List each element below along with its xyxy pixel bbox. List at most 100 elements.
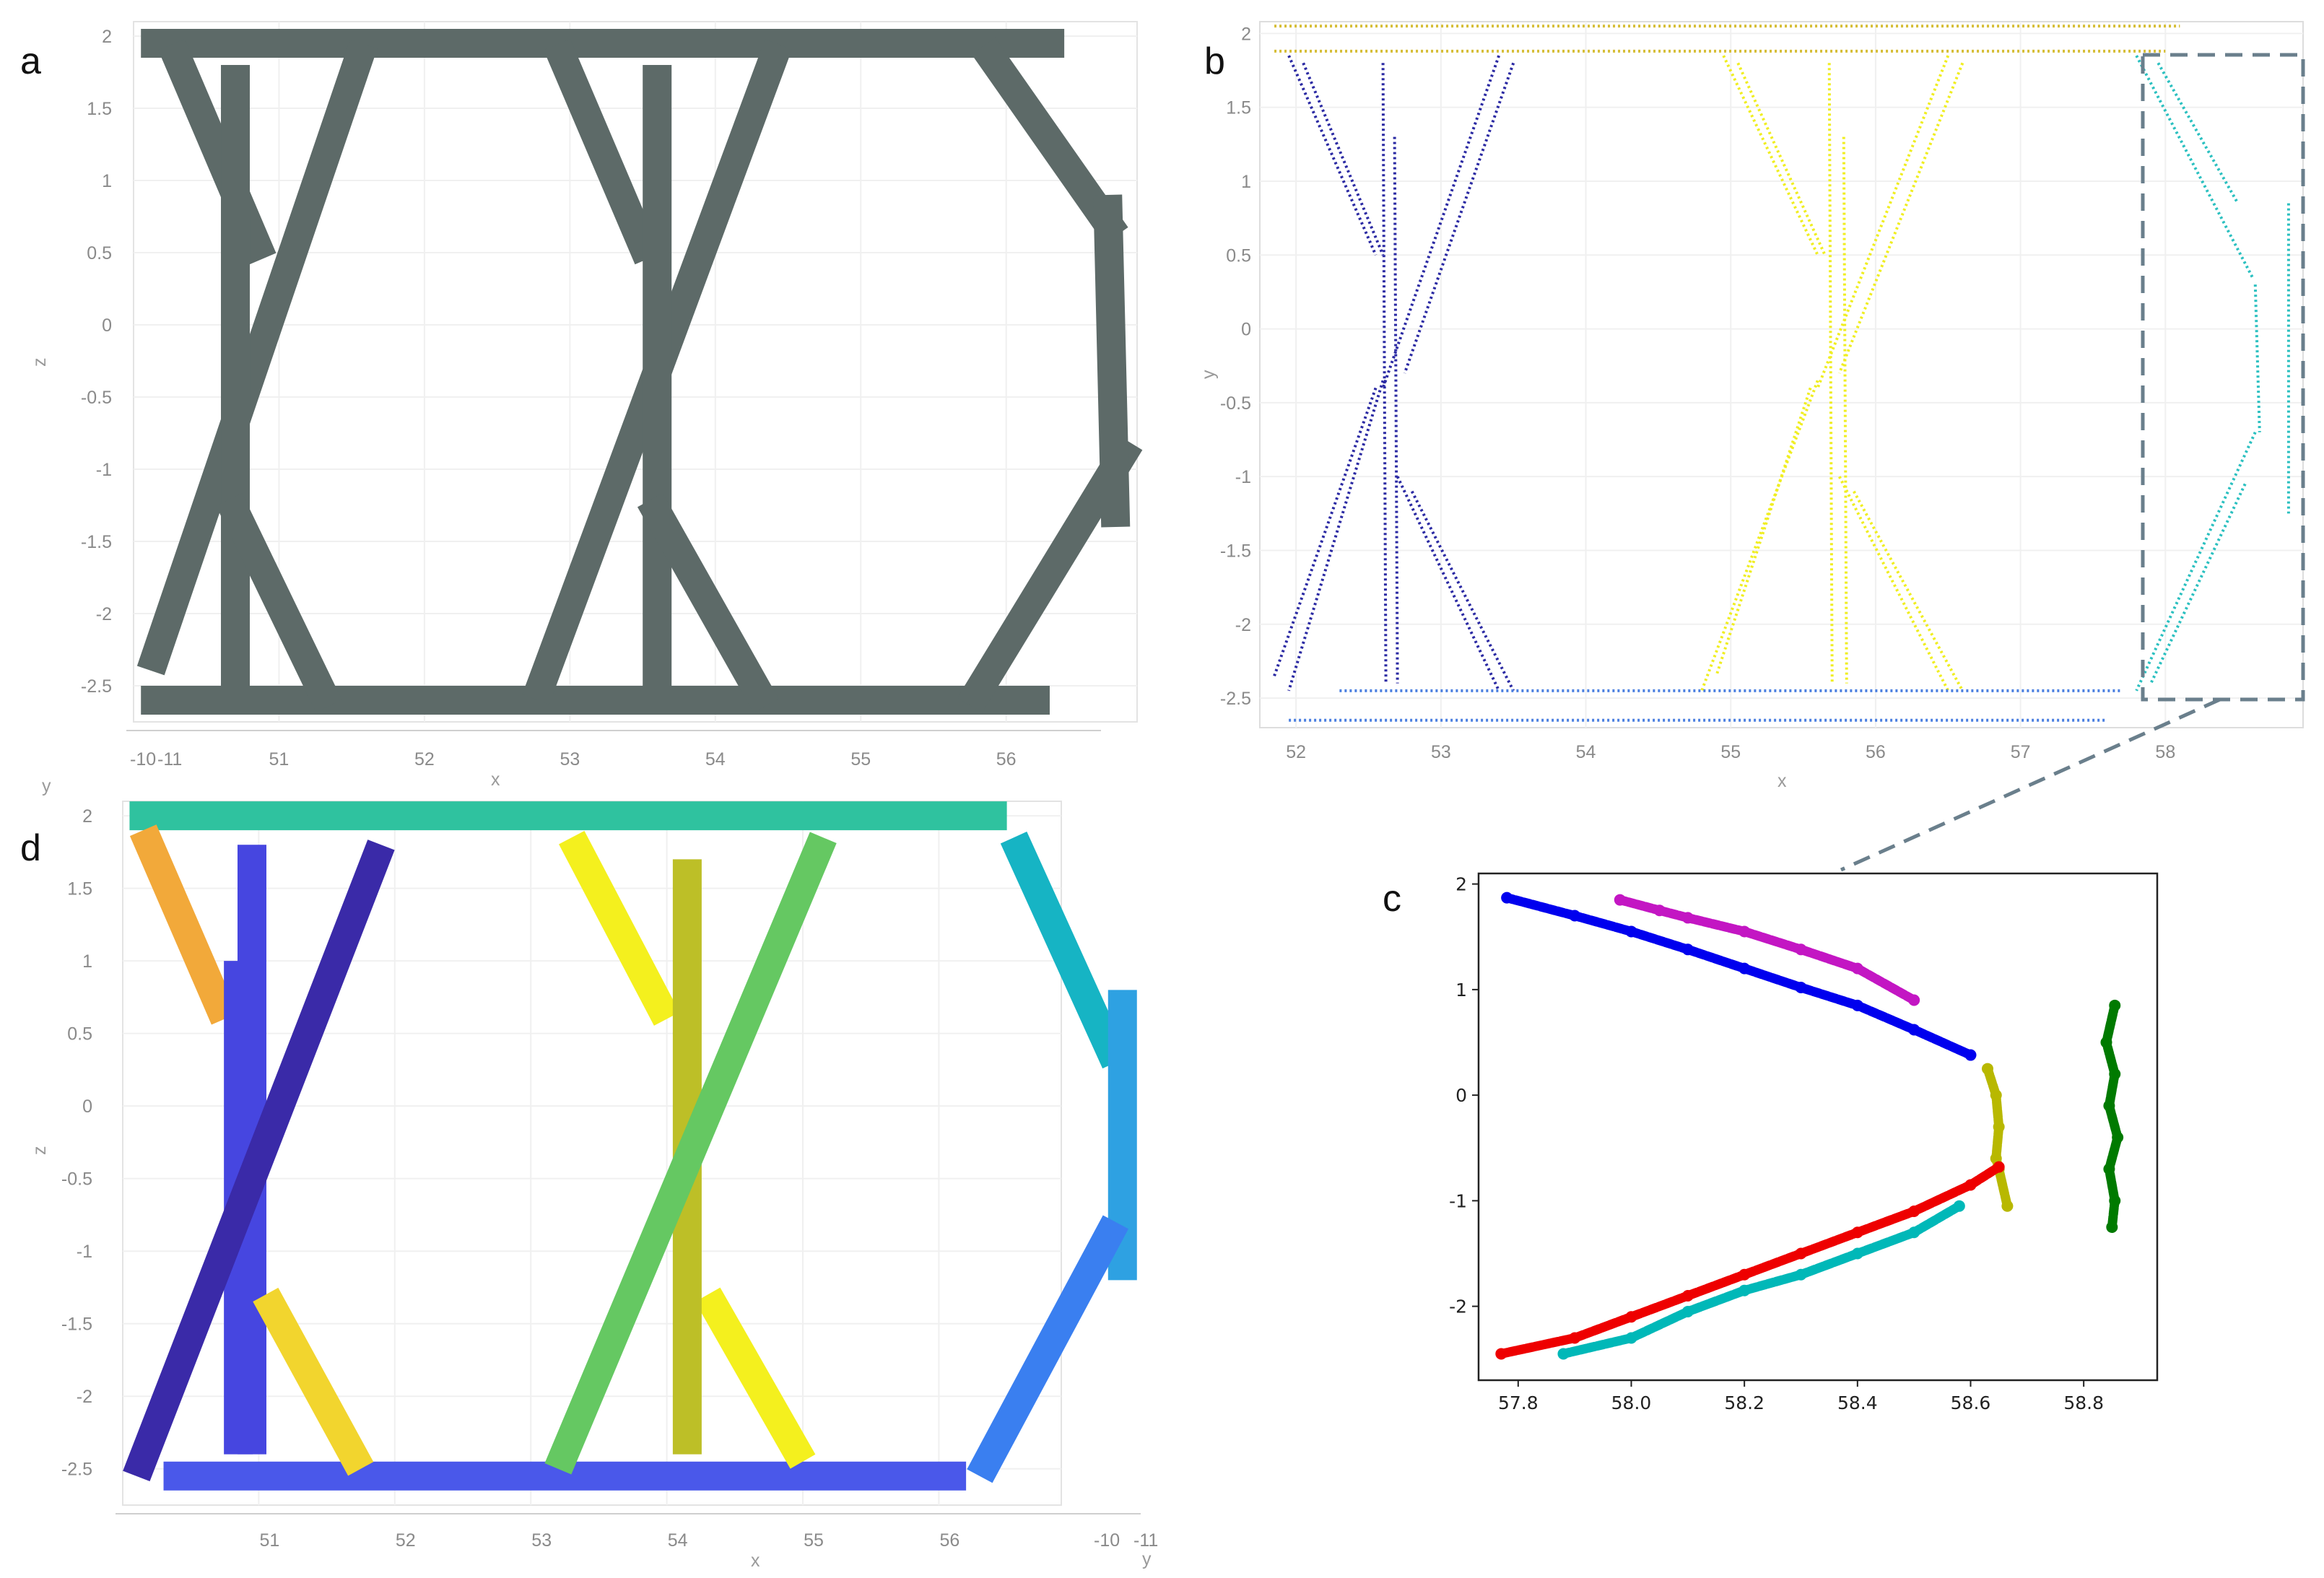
zoom-connector bbox=[1840, 697, 2221, 872]
panel-a-y-tick: 2 bbox=[102, 27, 112, 47]
panel-b-trace bbox=[1273, 387, 1378, 677]
panel-c-x-tick: 57.8 bbox=[1498, 1392, 1539, 1413]
panel-a-x-tick: 56 bbox=[996, 749, 1017, 770]
panel-c-point bbox=[1681, 1290, 1694, 1302]
panel-a-y-tick: -2.5 bbox=[81, 676, 112, 697]
panel-d-corner-label-2: y bbox=[1142, 1549, 1152, 1569]
panel-d-beam bbox=[544, 832, 837, 1475]
panel-c-point bbox=[2001, 1200, 2014, 1212]
panel-b-trace bbox=[1853, 490, 1964, 692]
panel-c-point bbox=[2103, 1099, 2115, 1112]
panel-c-x-tick: 58.8 bbox=[2063, 1392, 2104, 1413]
panel-c-point bbox=[1738, 962, 1751, 975]
panel-c-point bbox=[1681, 943, 1694, 956]
panel-c-point bbox=[2109, 999, 2121, 1011]
panel-d-y-tick: 1.5 bbox=[67, 879, 92, 899]
panel-d-extra-tick: -11 bbox=[1133, 1530, 1158, 1551]
panel-d-beam bbox=[559, 830, 680, 1026]
panel-d-ylabel: z bbox=[30, 1146, 50, 1156]
panel-c-point bbox=[1908, 994, 1920, 1006]
panel-c-point bbox=[1738, 925, 1751, 938]
panel-c-point bbox=[1625, 1311, 1637, 1323]
panel-c-point bbox=[1953, 1200, 1965, 1212]
panel-c-point bbox=[1964, 1179, 1977, 1191]
panel-c-y-tick: -2 bbox=[1449, 1296, 1467, 1317]
panel-d-y-tick: 0 bbox=[82, 1097, 92, 1117]
panel-c-point bbox=[1495, 1348, 1507, 1360]
panel-b-trace bbox=[1403, 62, 1515, 374]
panel-a-box bbox=[133, 21, 1138, 723]
panel-b-x-tick: 54 bbox=[1576, 742, 1596, 762]
panel-b-trace bbox=[2149, 483, 2247, 684]
panel-c-point bbox=[1681, 1305, 1694, 1317]
panel-c-point bbox=[2109, 1195, 2121, 1207]
panel-d-x-tick: 52 bbox=[396, 1530, 416, 1551]
panel-b-y-tick: -0.5 bbox=[1220, 393, 1251, 414]
panel-d-y-tick: -1.5 bbox=[61, 1315, 92, 1335]
panel-b-trace bbox=[1410, 490, 1515, 692]
panel-b-marks bbox=[1273, 25, 2290, 722]
panel-b-y-tick: 2 bbox=[1241, 24, 1251, 44]
panel-c-point bbox=[1964, 1049, 1977, 1061]
panel-c-x-tick: 58.6 bbox=[1951, 1392, 1991, 1413]
panel-c-point bbox=[1795, 1247, 1807, 1260]
panel-d-beam bbox=[695, 1287, 816, 1469]
panel-c-x-tick: 58.4 bbox=[1837, 1392, 1878, 1413]
panel-c-series bbox=[1559, 1201, 1964, 1359]
panel-c: c 2 1 0 -1 -2 57.8 58.0 58.2 58.4 58.6 58.8 bbox=[1383, 872, 2159, 1413]
panel-a-y-tick: -0.5 bbox=[81, 388, 112, 408]
panel-d-x-tick: 51 bbox=[259, 1530, 279, 1551]
panel-a-y-tick: 0.5 bbox=[87, 243, 112, 263]
panel-c-point bbox=[1908, 1226, 1920, 1239]
panel-c-point bbox=[1501, 892, 1513, 904]
panel-d-x-tick: 53 bbox=[531, 1530, 552, 1551]
panel-c-marks bbox=[1495, 892, 2124, 1360]
panel-b-y-tick: 0 bbox=[1241, 320, 1251, 340]
panel-c-point bbox=[2103, 1163, 2115, 1175]
panel-d-box bbox=[122, 801, 1062, 1506]
panel-a-extra-tick: -11 bbox=[157, 749, 182, 770]
panel-a-beam bbox=[971, 38, 1128, 244]
panel-a-extra-tick: -10 bbox=[130, 749, 156, 770]
panel-c-point bbox=[1851, 962, 1863, 975]
panel-a-ylabel: z bbox=[30, 358, 50, 367]
panel-b-trace bbox=[1837, 476, 1950, 692]
panel-c-point bbox=[2112, 1131, 2124, 1143]
zoom-box bbox=[2141, 53, 2305, 702]
panel-b-trace bbox=[1393, 136, 1399, 684]
panel-d-y-tick: 0.5 bbox=[67, 1024, 92, 1045]
panel-a: a 21.510.50-0.5-1-1.5-2-2.551 52 53 54 55 56 … bbox=[20, 21, 1143, 790]
panel-d-marks bbox=[123, 801, 1137, 1491]
panel-a-x-tick: 51 bbox=[269, 749, 290, 770]
panel-a-xlabel: x bbox=[491, 770, 500, 790]
panel-c-point bbox=[1851, 1247, 1863, 1260]
panel-d-x-tick: 54 bbox=[668, 1530, 688, 1551]
panel-a-beam bbox=[544, 38, 662, 265]
panel-c-point bbox=[2106, 1221, 2118, 1233]
panel-d-beam bbox=[129, 824, 238, 1025]
panel-b: b 2 1.5 1 0.5 0 -0.5 -1 -1.5 -2 -2.5 52 53 54 55 56 57 5… bbox=[1198, 21, 2305, 872]
panel-b-grid: 2 1.5 1 0.5 0 -0.5 -1 -1.5 -2 -2.5 52 53 54 55 56 57 58 bbox=[1220, 21, 2304, 762]
panel-c-point bbox=[1993, 1121, 2005, 1133]
panel-a-marks bbox=[136, 29, 1143, 715]
panel-c-point bbox=[2109, 1068, 2121, 1080]
panel-b-trace bbox=[1287, 55, 1378, 256]
panel-b-trace bbox=[1827, 63, 1834, 684]
panel-c-point bbox=[1625, 925, 1637, 938]
panel-c-y-tick: -1 bbox=[1449, 1190, 1467, 1211]
panel-b-label: b bbox=[1204, 40, 1225, 82]
panel-c-point bbox=[1738, 1284, 1751, 1296]
panel-d-extra-tick: -10 bbox=[1094, 1530, 1120, 1551]
panel-c-point bbox=[1908, 1206, 1920, 1217]
panel-d-xlabel: x bbox=[751, 1551, 760, 1571]
panel-d-y-tick: -0.5 bbox=[61, 1169, 92, 1190]
panel-b-y-tick: 0.5 bbox=[1226, 245, 1251, 266]
panel-b-y-tick: -1.5 bbox=[1220, 541, 1251, 561]
panel-c-x-tick: 58.2 bbox=[1724, 1392, 1764, 1413]
panel-a-x-tick: 54 bbox=[705, 749, 726, 770]
panel-d-beam bbox=[123, 840, 395, 1482]
panel-c-y-tick: 2 bbox=[1455, 874, 1467, 895]
panel-b-trace bbox=[2135, 431, 2257, 692]
panel-c-point bbox=[1557, 1348, 1570, 1360]
panel-d-y-tick: 2 bbox=[82, 806, 92, 827]
